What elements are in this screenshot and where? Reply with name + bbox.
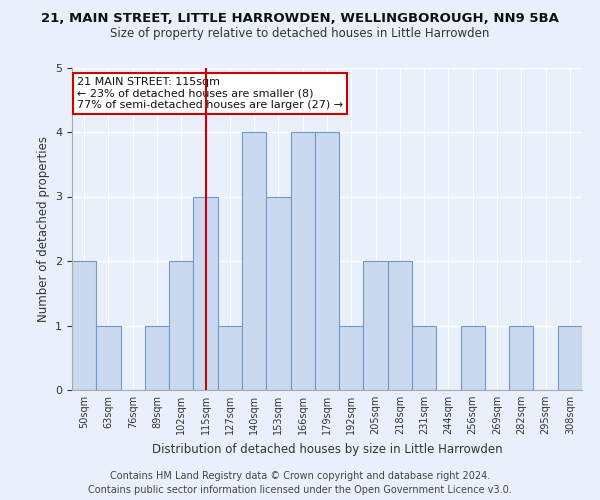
Bar <box>145 326 169 390</box>
Bar <box>193 196 218 390</box>
Bar <box>242 132 266 390</box>
Bar <box>388 261 412 390</box>
Bar <box>266 196 290 390</box>
Bar <box>96 326 121 390</box>
Bar <box>339 326 364 390</box>
Text: 21 MAIN STREET: 115sqm
← 23% of detached houses are smaller (8)
77% of semi-deta: 21 MAIN STREET: 115sqm ← 23% of detached… <box>77 77 343 110</box>
Bar <box>169 261 193 390</box>
Bar <box>412 326 436 390</box>
Bar <box>218 326 242 390</box>
Bar <box>461 326 485 390</box>
Text: 21, MAIN STREET, LITTLE HARROWDEN, WELLINGBOROUGH, NN9 5BA: 21, MAIN STREET, LITTLE HARROWDEN, WELLI… <box>41 12 559 26</box>
Text: Size of property relative to detached houses in Little Harrowden: Size of property relative to detached ho… <box>110 28 490 40</box>
Bar <box>558 326 582 390</box>
Bar <box>315 132 339 390</box>
Bar <box>72 261 96 390</box>
Y-axis label: Number of detached properties: Number of detached properties <box>37 136 50 322</box>
Bar <box>364 261 388 390</box>
Bar <box>290 132 315 390</box>
X-axis label: Distribution of detached houses by size in Little Harrowden: Distribution of detached houses by size … <box>152 442 502 456</box>
Bar <box>509 326 533 390</box>
Text: Contains HM Land Registry data © Crown copyright and database right 2024.
Contai: Contains HM Land Registry data © Crown c… <box>88 471 512 495</box>
